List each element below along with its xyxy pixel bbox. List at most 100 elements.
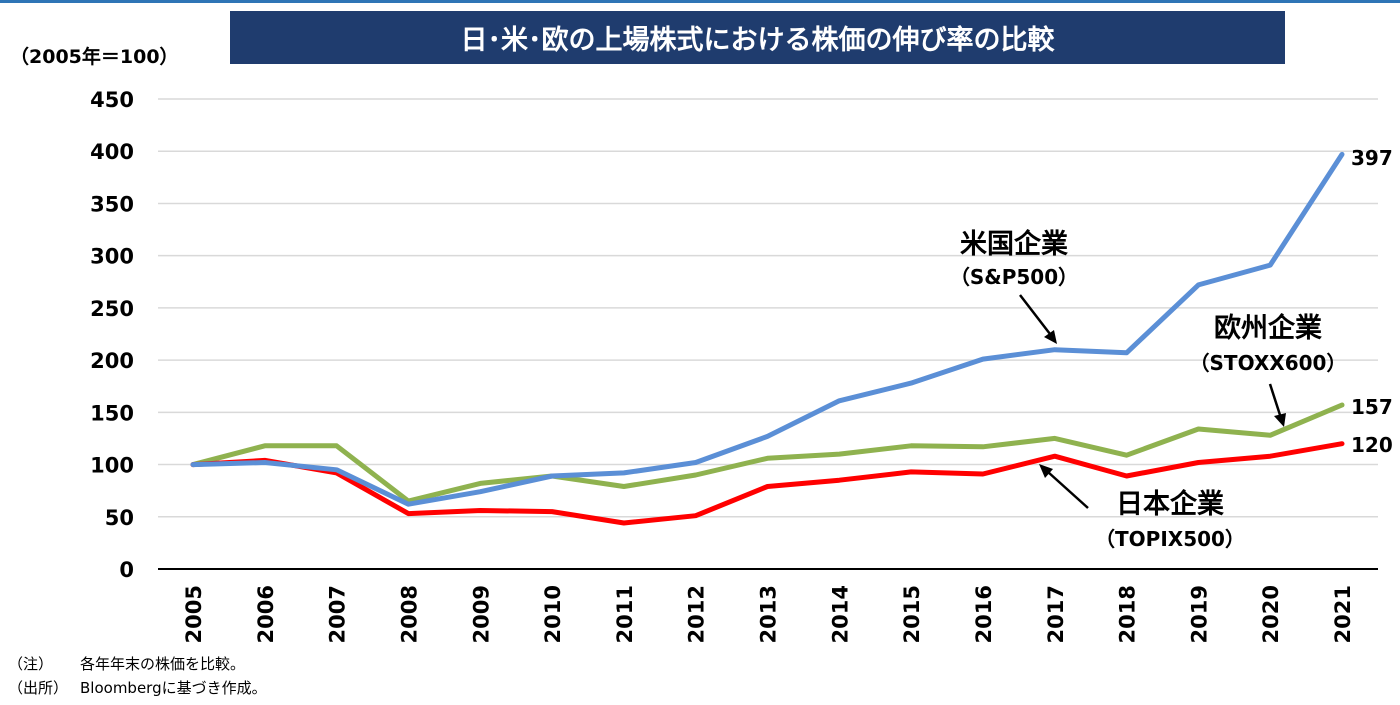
data-point	[837, 398, 842, 403]
source-text: Bloombergに基づき作成。	[80, 679, 267, 697]
x-tick-label: 2018	[1116, 585, 1140, 643]
data-point	[1196, 427, 1201, 432]
x-tick-label: 2014	[828, 585, 852, 643]
y-tick-label: 450	[90, 88, 134, 112]
data-point	[909, 443, 914, 448]
x-tick-label: 2005	[182, 585, 206, 643]
data-point	[837, 452, 842, 457]
data-point	[621, 521, 626, 526]
data-point	[909, 469, 914, 474]
data-point	[765, 434, 770, 439]
source-row: （出所） Bloombergに基づき作成。	[8, 677, 267, 698]
data-point	[478, 481, 483, 486]
arrow-us	[1019, 294, 1051, 335]
data-point	[1268, 263, 1273, 268]
data-point	[1268, 454, 1273, 459]
data-point	[1340, 152, 1344, 157]
y-tick-label: 400	[90, 140, 134, 164]
y-tick-label: 250	[90, 297, 134, 321]
series-label-eu: 欧州企業	[1214, 312, 1322, 344]
series-sub-eu: （STOXX600）	[1190, 351, 1347, 375]
y-tick-label: 300	[90, 245, 134, 269]
note-key: （注）	[8, 655, 54, 673]
data-point	[980, 444, 985, 449]
data-point	[191, 462, 195, 467]
x-tick-label: 2013	[757, 585, 781, 643]
x-tick-label: 2015	[900, 585, 924, 643]
data-point	[621, 470, 626, 475]
arrowhead-jp	[1039, 464, 1053, 478]
series-sub-jp: （TOPIX500）	[1095, 527, 1245, 551]
data-point	[1124, 474, 1129, 479]
data-point	[1052, 454, 1057, 459]
y-tick-label: 350	[90, 192, 134, 216]
data-point	[550, 509, 555, 514]
series-label-jp: 日本企業	[1116, 488, 1224, 520]
data-point	[1124, 350, 1129, 355]
data-point	[1268, 433, 1273, 438]
x-tick-label: 2020	[1259, 585, 1283, 643]
arrow-eu	[1268, 383, 1282, 416]
data-point	[550, 474, 555, 479]
chart-title: 日･米･欧の上場株式における株価の伸び率の比較	[230, 11, 1285, 64]
y-axis-unit-label: （2005年＝100）	[10, 46, 179, 68]
data-point	[693, 513, 698, 518]
data-point	[1340, 403, 1344, 408]
data-point	[693, 460, 698, 465]
source-key: （出所）	[8, 679, 69, 697]
data-point	[406, 511, 411, 516]
arrow-jp	[1047, 471, 1089, 509]
data-point	[1340, 441, 1344, 446]
end-value-us: 397	[1351, 146, 1393, 170]
x-tick-label: 2010	[541, 585, 565, 643]
data-point	[1052, 347, 1057, 352]
y-tick-label: 0	[119, 558, 134, 582]
y-tick-label: 50	[105, 506, 134, 530]
series-line-us	[190, 151, 1345, 507]
data-point	[693, 473, 698, 477]
data-point	[262, 460, 267, 465]
y-tick-label: 100	[90, 454, 134, 478]
x-tick-label: 2011	[613, 585, 637, 643]
data-point	[1124, 453, 1129, 458]
arrowhead-eu	[1274, 413, 1286, 427]
data-point	[1196, 282, 1201, 287]
note-text: 各年年末の株価を比較。	[80, 655, 246, 673]
series-lines	[190, 151, 1345, 526]
data-point	[334, 443, 339, 448]
end-value-jp: 120	[1351, 433, 1393, 457]
data-point	[406, 502, 411, 507]
x-tick-label: 2017	[1044, 585, 1068, 643]
x-tick-label: 2016	[972, 585, 996, 643]
x-axis-ticks: 2005 2006 2007 2008 2009 2010 2011 2012 2013 2014…	[182, 585, 1355, 643]
data-point	[909, 381, 914, 386]
end-value-eu: 157	[1351, 395, 1393, 419]
annotations: 米国企業 （S&P500） 欧州企業 （STOXX600） 日本企業 （TOPI…	[950, 146, 1393, 551]
arrowhead-us	[1044, 330, 1057, 344]
data-point	[980, 357, 985, 362]
data-point	[765, 484, 770, 489]
y-axis-ticks: 0 50 100 150 200 250 300 350 400 450	[90, 88, 134, 582]
series-sub-us: （S&P500）	[950, 265, 1078, 289]
note-row: （注） 各年年末の株価を比較。	[8, 653, 245, 674]
data-point	[837, 478, 842, 483]
data-point	[262, 443, 267, 448]
x-tick-label: 2008	[397, 585, 421, 643]
series-label-us: 米国企業	[960, 228, 1068, 260]
x-tick-label: 2021	[1331, 585, 1355, 643]
top-accent-line	[0, 0, 1400, 3]
data-point	[980, 471, 985, 476]
x-tick-label: 2009	[469, 585, 493, 643]
data-point	[334, 467, 339, 472]
data-point	[1196, 460, 1201, 465]
x-tick-label: 2006	[254, 585, 278, 643]
y-tick-label: 150	[90, 401, 134, 425]
data-point	[765, 456, 770, 461]
x-tick-label: 2019	[1187, 585, 1211, 643]
data-point	[1052, 436, 1057, 441]
y-tick-label: 200	[90, 349, 134, 373]
x-tick-label: 2007	[326, 585, 350, 643]
data-point	[478, 489, 483, 494]
x-tick-label: 2012	[685, 585, 709, 643]
